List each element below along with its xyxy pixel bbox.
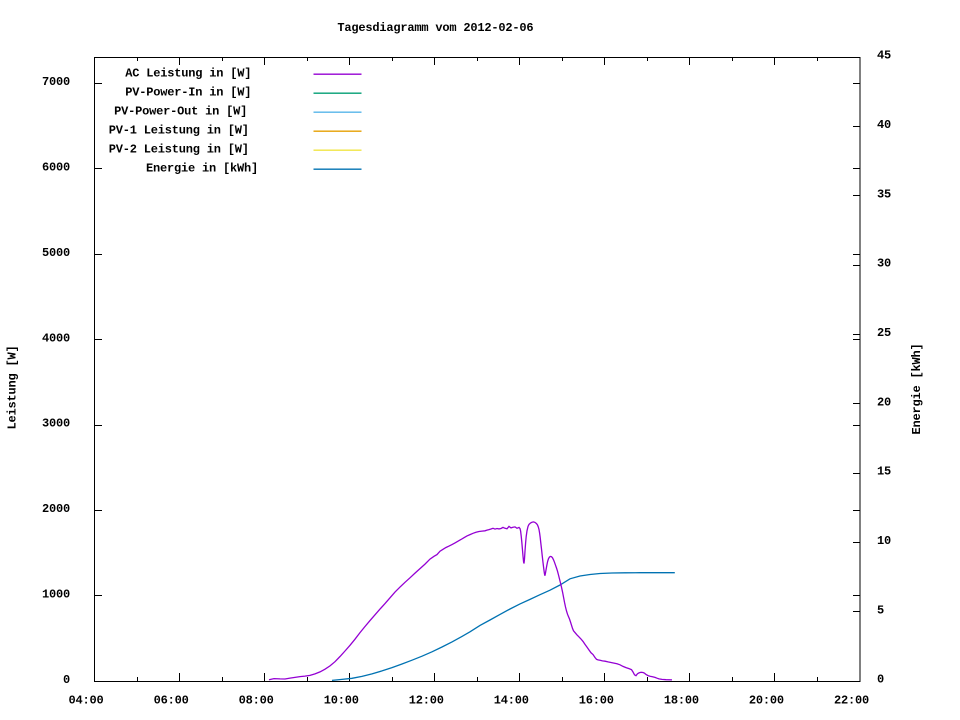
svg-text:14:00: 14:00 xyxy=(494,693,529,707)
svg-text:PV-1 Leistung in [W]: PV-1 Leistung in [W] xyxy=(109,123,249,137)
svg-text:40: 40 xyxy=(877,118,891,132)
svg-text:22:00: 22:00 xyxy=(834,693,869,707)
svg-text:20:00: 20:00 xyxy=(749,693,784,707)
svg-text:35: 35 xyxy=(877,187,891,201)
svg-text:45: 45 xyxy=(877,49,891,63)
svg-text:04:00: 04:00 xyxy=(68,693,103,707)
svg-text:0: 0 xyxy=(877,673,884,687)
svg-text:Tagesdiagramm vom 2012-02-06: Tagesdiagramm vom 2012-02-06 xyxy=(337,21,533,35)
svg-text:1000: 1000 xyxy=(42,588,70,602)
svg-text:PV-2 Leistung in [W]: PV-2 Leistung in [W] xyxy=(109,142,249,156)
svg-text:0: 0 xyxy=(63,673,70,687)
svg-text:20: 20 xyxy=(877,395,891,409)
svg-text:7000: 7000 xyxy=(42,75,70,89)
svg-text:4000: 4000 xyxy=(42,331,70,345)
svg-text:16:00: 16:00 xyxy=(579,693,614,707)
svg-text:18:00: 18:00 xyxy=(664,693,699,707)
svg-text:10:00: 10:00 xyxy=(324,693,359,707)
svg-text:25: 25 xyxy=(877,326,891,340)
svg-text:6000: 6000 xyxy=(42,160,70,174)
svg-text:5000: 5000 xyxy=(42,246,70,260)
svg-text:3000: 3000 xyxy=(42,417,70,431)
svg-text:PV-Power-In in [W]: PV-Power-In in [W] xyxy=(125,85,251,99)
svg-text:PV-Power-Out in [W]: PV-Power-Out in [W] xyxy=(114,104,247,118)
svg-text:Energie in [kWh]: Energie in [kWh] xyxy=(146,161,258,175)
svg-text:AC Leistung in [W]: AC Leistung in [W] xyxy=(125,66,251,80)
svg-text:06:00: 06:00 xyxy=(154,693,189,707)
svg-text:10: 10 xyxy=(877,534,891,548)
svg-text:30: 30 xyxy=(877,257,891,271)
svg-text:Leistung [W]: Leistung [W] xyxy=(6,345,20,429)
svg-text:5: 5 xyxy=(877,603,884,617)
svg-text:08:00: 08:00 xyxy=(239,693,274,707)
svg-text:15: 15 xyxy=(877,465,891,479)
svg-text:2000: 2000 xyxy=(42,502,70,516)
svg-text:Energie [kWh]: Energie [kWh] xyxy=(910,343,924,434)
svg-text:12:00: 12:00 xyxy=(409,693,444,707)
